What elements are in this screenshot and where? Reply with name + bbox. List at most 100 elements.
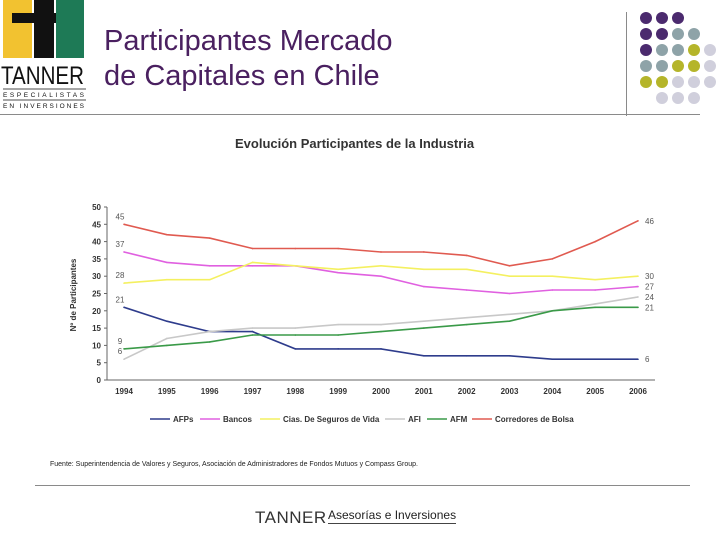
decor-dot bbox=[640, 60, 652, 72]
data-point bbox=[166, 233, 168, 236]
footer-brand-text: TANNER bbox=[255, 508, 327, 527]
data-point bbox=[551, 358, 554, 361]
data-point bbox=[380, 251, 382, 253]
y-tick-label: 0 bbox=[97, 376, 102, 385]
decor-dot bbox=[704, 76, 716, 88]
data-point bbox=[380, 323, 382, 326]
data-point bbox=[123, 306, 125, 309]
page-title: Participantes Mercado de Capitales en Ch… bbox=[104, 24, 393, 94]
x-tick-label: 1996 bbox=[201, 387, 219, 396]
decor-dot bbox=[672, 28, 684, 40]
page-title-line1: Participantes Mercado bbox=[104, 25, 393, 57]
logo-black-block bbox=[34, 0, 54, 58]
x-tick-label: 1995 bbox=[158, 387, 176, 396]
decor-dot bbox=[688, 44, 700, 56]
decor-dot bbox=[688, 92, 700, 104]
series-start-label: 9 bbox=[118, 337, 123, 346]
series-line bbox=[123, 220, 639, 267]
data-point bbox=[637, 285, 639, 288]
data-point bbox=[637, 275, 639, 277]
data-point bbox=[380, 265, 382, 267]
data-point bbox=[337, 271, 339, 274]
series-start-label: 6 bbox=[118, 347, 123, 356]
series-end-label: 24 bbox=[645, 293, 654, 302]
decor-dot bbox=[704, 60, 716, 72]
logo-brand: TANNER bbox=[1, 62, 84, 90]
decor-dot bbox=[656, 76, 668, 88]
footer-brand: TANNER bbox=[255, 508, 327, 528]
x-tick-label: 2006 bbox=[629, 387, 647, 396]
series-end-label: 46 bbox=[645, 217, 654, 226]
decor-dot bbox=[672, 92, 684, 104]
data-point bbox=[294, 247, 297, 250]
x-tick-label: 1994 bbox=[115, 387, 133, 396]
decor-dot bbox=[656, 44, 668, 56]
decor-dot bbox=[688, 28, 700, 40]
data-point bbox=[594, 289, 596, 291]
data-point bbox=[551, 310, 554, 312]
y-tick-label: 10 bbox=[92, 341, 101, 350]
data-point bbox=[166, 344, 168, 347]
data-point bbox=[123, 223, 125, 226]
data-point bbox=[551, 275, 554, 277]
decor-dot bbox=[672, 44, 684, 56]
data-point bbox=[251, 247, 254, 250]
legend-label: AFI bbox=[408, 415, 421, 424]
data-point bbox=[594, 240, 596, 243]
series-end-label: 21 bbox=[645, 303, 654, 312]
data-point bbox=[423, 268, 425, 271]
decorative-dot-grid bbox=[640, 12, 716, 104]
data-point bbox=[508, 265, 511, 267]
data-point bbox=[208, 330, 211, 333]
data-point bbox=[423, 327, 425, 329]
logo-black-bar bbox=[12, 13, 62, 23]
data-point bbox=[380, 348, 382, 350]
logo-line1: ESPECIALISTAS bbox=[3, 92, 85, 99]
logo-yellow-block bbox=[3, 0, 32, 58]
decor-dot bbox=[672, 12, 684, 24]
data-point bbox=[465, 268, 468, 271]
data-point bbox=[423, 354, 425, 357]
decor-dot bbox=[688, 60, 700, 72]
data-point bbox=[208, 341, 211, 343]
data-point bbox=[337, 323, 339, 326]
series-end-label: 6 bbox=[645, 355, 650, 364]
chart-y-axis-label: Nº de Participantes bbox=[69, 258, 78, 331]
x-tick-label: 1997 bbox=[244, 387, 262, 396]
data-point bbox=[594, 358, 596, 361]
x-tick-label: 2001 bbox=[415, 387, 433, 396]
footer-divider bbox=[35, 485, 690, 486]
y-tick-label: 20 bbox=[92, 307, 101, 316]
data-point bbox=[123, 251, 125, 253]
data-point bbox=[465, 289, 468, 291]
logo-green-block bbox=[56, 0, 84, 58]
data-point bbox=[508, 354, 511, 357]
decor-dot bbox=[672, 60, 684, 72]
y-tick-label: 40 bbox=[92, 238, 101, 247]
data-point bbox=[465, 254, 468, 257]
series-start-label: 21 bbox=[116, 295, 125, 304]
data-point bbox=[465, 316, 468, 319]
legend-label: AFM bbox=[450, 415, 468, 424]
data-point bbox=[594, 306, 596, 309]
data-point bbox=[337, 334, 339, 336]
data-point bbox=[166, 278, 168, 281]
page-title-line2: de Capitales en Chile bbox=[104, 60, 380, 92]
y-tick-label: 45 bbox=[92, 220, 101, 229]
decor-dot bbox=[656, 28, 668, 40]
data-point bbox=[123, 358, 125, 361]
data-point bbox=[337, 348, 339, 350]
tanner-logo: TANNER ESPECIALISTAS EN INVERSIONES bbox=[1, 0, 86, 110]
series-start-label: 28 bbox=[116, 271, 125, 280]
data-point bbox=[508, 275, 511, 277]
data-point bbox=[508, 320, 511, 322]
decor-dot bbox=[640, 44, 652, 56]
y-tick-label: 25 bbox=[92, 290, 101, 299]
data-point bbox=[551, 289, 554, 291]
data-point bbox=[637, 306, 639, 309]
data-point bbox=[208, 265, 211, 267]
x-tick-label: 1999 bbox=[329, 387, 347, 396]
decor-dot bbox=[640, 76, 652, 88]
source-note: Fuente: Superintendencia de Valores y Se… bbox=[50, 461, 418, 468]
x-tick-label: 2005 bbox=[586, 387, 604, 396]
